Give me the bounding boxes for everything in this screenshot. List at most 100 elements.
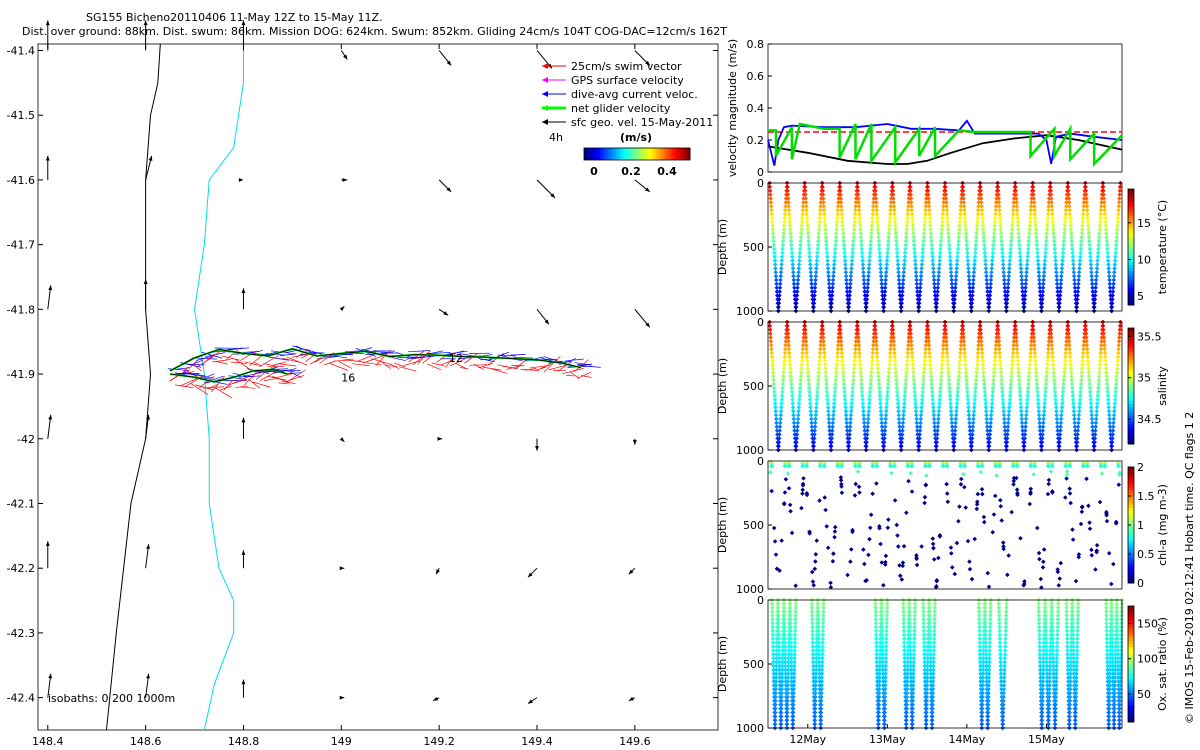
section-point bbox=[961, 339, 967, 344]
section-point bbox=[974, 362, 980, 367]
section-point bbox=[1060, 250, 1066, 256]
section-point bbox=[1006, 277, 1011, 283]
section-point bbox=[991, 512, 997, 517]
section-point bbox=[843, 412, 849, 418]
section-point bbox=[1097, 231, 1102, 236]
section-point bbox=[899, 304, 904, 310]
section-point bbox=[1001, 686, 1007, 692]
section-point bbox=[1055, 624, 1060, 630]
dive-avg-vector bbox=[308, 352, 325, 354]
section-point bbox=[895, 262, 901, 267]
section-point bbox=[893, 374, 899, 379]
section-point bbox=[1046, 710, 1052, 715]
section-point bbox=[1029, 200, 1034, 205]
dive-avg-vector bbox=[238, 372, 262, 378]
section-point bbox=[799, 223, 805, 228]
section-point bbox=[1111, 416, 1117, 422]
section-point bbox=[987, 644, 992, 649]
section-point bbox=[980, 215, 985, 221]
section-point bbox=[923, 346, 928, 352]
section-point bbox=[1078, 389, 1083, 395]
section-point bbox=[938, 242, 944, 248]
section-point bbox=[939, 370, 944, 375]
section-point bbox=[979, 706, 985, 711]
section-point bbox=[910, 710, 915, 715]
section-point bbox=[826, 412, 831, 418]
section-point bbox=[932, 621, 937, 626]
section-point bbox=[1080, 350, 1086, 356]
section-point bbox=[844, 428, 850, 433]
section-point bbox=[986, 667, 992, 673]
section-point bbox=[1052, 389, 1058, 395]
section-point bbox=[810, 640, 816, 645]
section-point bbox=[900, 424, 906, 429]
swim-vector bbox=[193, 364, 202, 372]
section-point bbox=[943, 331, 949, 336]
section-point bbox=[1036, 613, 1042, 618]
section-point bbox=[864, 300, 869, 306]
track-day-label: 12 bbox=[449, 352, 463, 365]
section-point bbox=[1066, 196, 1072, 201]
sfc-velocity-arrowhead bbox=[143, 279, 148, 284]
section-point bbox=[772, 262, 778, 267]
section-point bbox=[817, 215, 823, 221]
map-y-tick-label: -42.1 bbox=[7, 497, 35, 510]
section-point bbox=[1003, 621, 1009, 626]
section-point bbox=[960, 184, 966, 190]
section-point bbox=[837, 323, 843, 329]
section-point bbox=[977, 636, 982, 642]
legend-swatch-arrowhead bbox=[542, 77, 548, 83]
map-y-tick-label: -41.4 bbox=[7, 44, 35, 57]
section-point bbox=[778, 269, 784, 275]
section-point bbox=[962, 350, 967, 356]
section-point bbox=[977, 624, 982, 630]
section-point bbox=[901, 266, 907, 271]
section-point bbox=[856, 339, 861, 344]
section-point bbox=[857, 215, 862, 221]
colorbar-segment bbox=[1128, 218, 1134, 222]
colorbar-segment bbox=[1128, 191, 1134, 196]
section-point bbox=[1092, 300, 1097, 306]
section-point bbox=[1087, 238, 1092, 244]
section-point bbox=[1015, 223, 1021, 228]
section-point bbox=[881, 443, 887, 449]
section-point bbox=[914, 281, 920, 287]
section-point bbox=[874, 207, 879, 213]
section-point bbox=[938, 377, 944, 383]
section-point bbox=[843, 266, 848, 271]
section-point bbox=[820, 632, 826, 638]
section-point bbox=[1003, 628, 1008, 634]
section-point bbox=[775, 601, 781, 607]
section-point bbox=[988, 281, 993, 287]
section-point bbox=[868, 238, 874, 244]
section-point bbox=[1032, 346, 1037, 352]
swim-vector bbox=[244, 361, 258, 366]
section-point bbox=[921, 374, 927, 379]
section-point bbox=[910, 366, 916, 371]
section-point bbox=[1088, 258, 1093, 263]
section-point bbox=[878, 405, 883, 410]
sfc-velocity-arrowhead bbox=[628, 569, 634, 575]
section-point bbox=[866, 262, 872, 267]
colorbar-tick-label: 0 bbox=[590, 165, 598, 178]
colorbar-segment bbox=[1128, 290, 1134, 294]
section-point bbox=[1034, 377, 1039, 383]
section-point bbox=[909, 346, 915, 352]
section-point bbox=[998, 655, 1003, 661]
section-point bbox=[839, 490, 845, 496]
section-point bbox=[821, 200, 826, 205]
section-point bbox=[1036, 405, 1041, 410]
colorbar-segment bbox=[1128, 409, 1134, 413]
swim-vector bbox=[207, 383, 219, 390]
section-point bbox=[1010, 219, 1015, 225]
section-point bbox=[943, 335, 949, 340]
section-point bbox=[987, 632, 993, 638]
map-x-tick-label: 149 bbox=[331, 735, 352, 748]
section-point bbox=[1081, 207, 1086, 213]
section-point bbox=[1041, 269, 1047, 275]
swim-vector bbox=[412, 350, 431, 366]
section-point bbox=[787, 502, 793, 508]
section-point bbox=[961, 463, 968, 469]
section-point bbox=[880, 289, 885, 294]
legend-item: net glider velocity bbox=[571, 102, 671, 115]
